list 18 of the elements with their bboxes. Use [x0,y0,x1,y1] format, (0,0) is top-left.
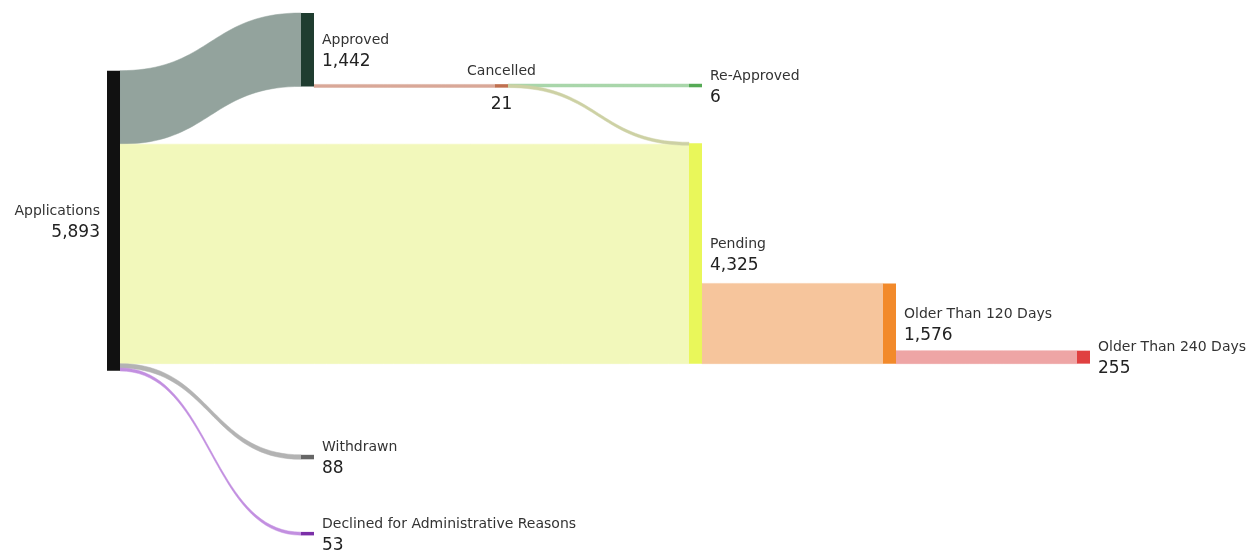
data-label: 88 [322,457,344,478]
data-label: 1,576 [904,323,953,344]
data-label: 255 [1098,357,1131,378]
data-label: 1,442 [322,49,371,70]
category-label: Withdrawn [322,438,398,455]
category-label: Older Than 240 Days [1098,338,1247,355]
category-label: Approved [322,30,390,47]
data-label: 21 [490,92,513,113]
data-label: 5,893 [51,220,100,241]
category-label: Declined for Administrative Reasons [322,514,577,531]
data-label: 6 [710,85,721,106]
category-label: Re-Approved [710,66,800,83]
category-label: Older Than 120 Days [904,304,1053,321]
category-label: Pending [710,234,766,251]
category-label: Applications [14,201,100,218]
data-label: 53 [322,533,344,554]
category-label: Cancelled [467,61,536,78]
data-label: 4,325 [710,253,759,274]
